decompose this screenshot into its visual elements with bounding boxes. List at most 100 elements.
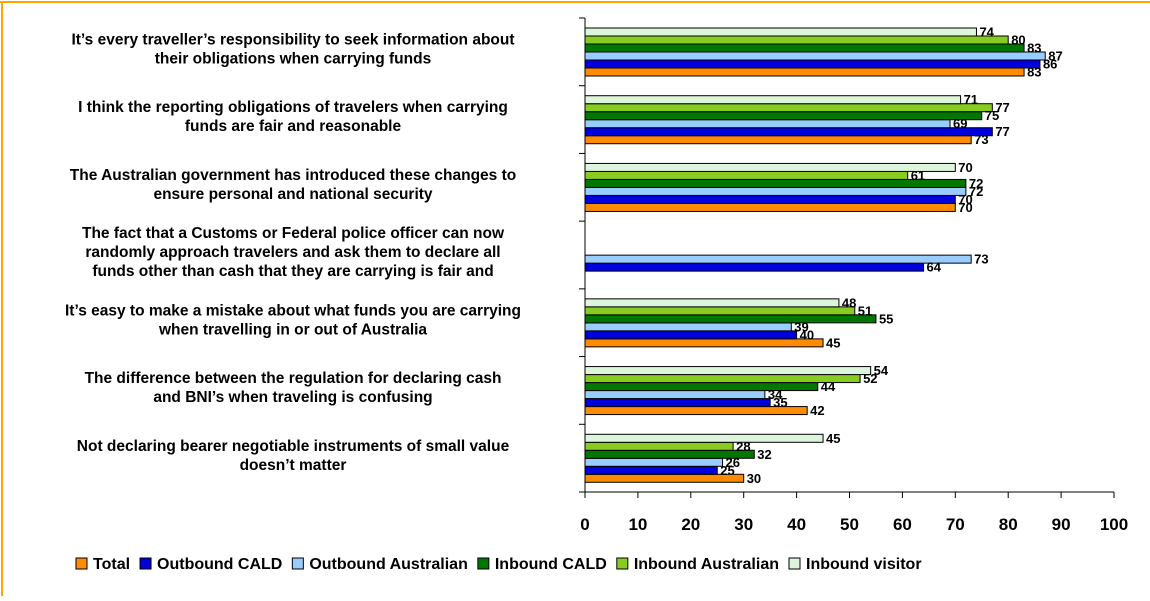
x-tick-label: 100 [1100,515,1128,534]
bar-outbound-australian [584,390,766,400]
legend-label-outbound-australian: Outbound Australian [309,556,468,573]
bar-outbound-cald [584,262,925,272]
value-label-outbound-cald: 77 [995,124,1009,139]
category-label-line: randomly approach travelers and ask them… [85,244,500,261]
bar-outbound-australian [584,186,967,196]
category-label: The fact that a Customs or Federal polic… [82,225,505,280]
bar-outbound-cald [584,330,798,340]
value-label-outbound-cald: 40 [800,327,814,342]
value-label-inbound-australian: 51 [858,303,872,318]
value-label-outbound-cald: 86 [1043,57,1057,72]
category-label: I think the reporting obligations of tra… [78,99,508,135]
legend-label-inbound-cald: Inbound CALD [495,556,607,573]
value-label-inbound-australian: 52 [863,371,877,386]
value-label-inbound-cald: 75 [985,108,999,123]
category-label: It’s every traveller’s responsibility to… [71,32,514,68]
value-label-outbound-australian: 69 [953,116,967,131]
value-label-outbound-cald: 35 [773,395,787,410]
bar-outbound-australian [584,322,792,332]
value-label-outbound-cald: 70 [958,192,972,207]
category-label-line: funds other than cash that they are carr… [92,263,493,280]
bar-inbound-australian [584,35,1009,45]
bar-inbound-visitor [584,162,956,172]
bar-outbound-australian [584,51,1046,61]
bar-outbound-cald [584,59,1041,69]
bar-outbound-australian [584,119,951,129]
bar-inbound-australian [584,441,734,451]
legend-swatch-total [75,557,88,570]
x-tick-label: 90 [1052,515,1071,534]
category-label-line: funds are fair and reasonable [185,118,402,135]
value-label-total: 83 [1027,65,1041,80]
category-label-line: doesn’t matter [240,457,347,474]
bar-inbound-cald [584,111,983,121]
legend-swatch-inbound-australian [616,557,629,570]
x-tick-label: 50 [840,515,859,534]
x-tick-label: 40 [787,515,806,534]
legend-label-total: Total [93,556,130,573]
value-label-inbound-visitor: 48 [842,295,856,310]
bar-inbound-visitor [584,298,840,308]
category-label: The difference between the regulation fo… [85,370,502,406]
bar-total [584,67,1025,77]
x-tick-label: 60 [893,515,912,534]
value-label-inbound-australian: 80 [1011,33,1025,48]
category-label-line: when travelling in or out of Australia [158,321,427,338]
category-label-line: The difference between the regulation fo… [85,370,502,387]
value-label-outbound-australian: 26 [726,455,740,470]
category-label-line: I think the reporting obligations of tra… [78,99,508,116]
category-labels: It’s every traveller’s responsibility to… [65,32,521,474]
value-label-total: 73 [974,132,988,147]
value-label-inbound-australian: 77 [995,100,1009,115]
x-tick-label: 10 [628,515,647,534]
axes [579,17,1115,498]
bar-inbound-australian [584,170,909,180]
category-label: The Australian government has introduced… [70,167,516,203]
value-label-total: 30 [747,471,761,486]
category-label-line: It’s every traveller’s responsibility to… [71,32,514,49]
value-label-total: 42 [810,403,824,418]
value-label-outbound-cald: 64 [927,260,942,275]
legend-label-inbound-visitor: Inbound visitor [806,556,922,573]
value-label-inbound-visitor: 45 [826,431,840,446]
bar-inbound-visitor [584,27,977,37]
bar-total [584,338,824,348]
category-label: It’s easy to make a mistake about what f… [65,302,521,338]
category-label-line: It’s easy to make a mistake about what f… [65,302,521,319]
value-label-inbound-cald: 32 [757,447,771,462]
bar-inbound-visitor [584,95,962,105]
category-label-line: and BNI’s when traveling is confusing [153,389,432,406]
bar-outbound-cald [584,194,956,204]
bar-outbound-australian [584,254,972,264]
bar-inbound-australian [584,103,993,113]
x-tick-label: 80 [999,515,1018,534]
x-tick-label: 0 [580,515,589,534]
value-label-outbound-australian: 34 [768,387,783,402]
x-tick-label: 30 [734,515,753,534]
x-tick-labels: 0 10 20 30 40 50 60 70 80 90 100 [580,515,1128,534]
bar-outbound-cald [584,127,993,137]
x-tick-label: 20 [681,515,700,534]
category-label-line: their obligations when carrying funds [155,51,431,68]
legend-swatch-outbound-cald [139,557,152,570]
value-label-outbound-australian: 72 [969,184,983,199]
value-label-inbound-cald: 83 [1027,41,1041,56]
value-label-inbound-visitor: 74 [979,25,994,40]
legend-label-inbound-australian: Inbound Australian [634,556,779,573]
bar-inbound-cald [584,178,967,188]
legend-swatch-inbound-visitor [788,557,801,570]
value-label-inbound-visitor: 54 [874,363,889,378]
category-label-line: ensure personal and national security [153,186,432,203]
bar-inbound-visitor [584,366,872,376]
value-label-outbound-cald: 25 [720,463,734,478]
value-label-inbound-visitor: 70 [958,160,972,175]
bar-inbound-australian [584,374,861,384]
bar-total [584,135,972,145]
bar-outbound-cald [584,398,771,408]
value-label-inbound-australian: 61 [911,168,925,183]
value-label-inbound-visitor: 71 [964,92,978,107]
bar-outbound-australian [584,457,724,467]
